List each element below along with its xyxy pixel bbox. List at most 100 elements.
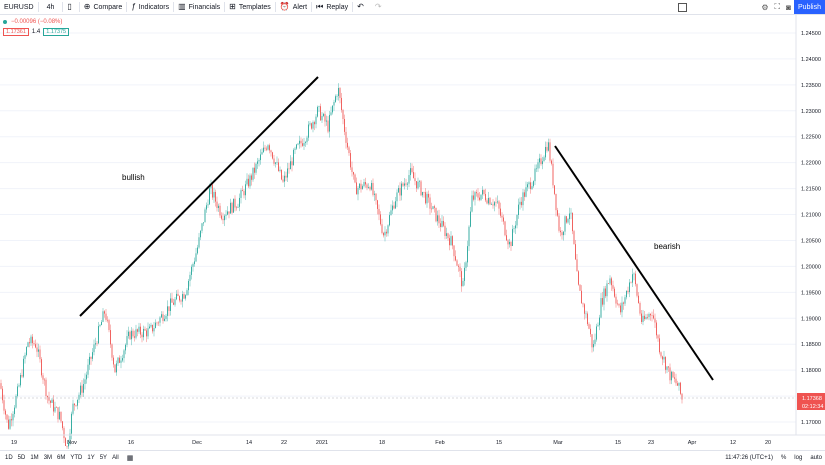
candle-body [51, 399, 53, 403]
candle-body [380, 214, 381, 225]
bullish-trendline[interactable] [79, 76, 319, 317]
candle-body [17, 386, 18, 396]
calendar-icon[interactable]: ▦ [126, 455, 134, 462]
auto-toggle[interactable]: auto [810, 455, 822, 461]
publish-button[interactable]: Publish [794, 0, 825, 14]
candle-body [347, 142, 348, 148]
candle-body [234, 198, 236, 208]
candle-body [621, 302, 623, 313]
candle-body [480, 194, 482, 200]
fullscreen-icon[interactable] [678, 3, 687, 12]
range-3m[interactable]: 3M [43, 455, 53, 461]
candle-body [116, 363, 117, 373]
candle-body [569, 213, 570, 220]
candle-body [23, 358, 24, 377]
candle-body [312, 122, 314, 129]
candle-body [578, 271, 579, 285]
interval-button[interactable]: 4h [39, 0, 63, 14]
candle-body [497, 201, 498, 203]
candle-body [510, 241, 512, 247]
financials-button[interactable]: ▥ Financials [174, 0, 224, 14]
candle-body [42, 375, 44, 380]
candle-body [681, 393, 683, 400]
percent-toggle[interactable]: % [780, 455, 787, 461]
candle-body [296, 144, 297, 149]
candle-body [620, 305, 621, 313]
candle-body [138, 326, 140, 332]
candle-body [48, 397, 50, 401]
range-6m[interactable]: 6M [57, 455, 66, 461]
candle-body [35, 344, 36, 348]
bearish-trendline[interactable] [554, 145, 714, 381]
price-tick-label: 1.22500 [801, 135, 821, 141]
candle-body [402, 183, 404, 186]
clock-timezone[interactable]: 11:47:26 (UTC+1) [725, 455, 773, 461]
candle-body [623, 302, 624, 304]
range-5d[interactable]: 5D [17, 455, 26, 461]
time-axis[interactable]: 19 Nov 16 Dec 14 22 2021 18 Feb 15 Mar 15 23 Apr 12 20 [11, 440, 771, 446]
replay-button[interactable]: ⏮ Replay [312, 0, 352, 14]
range-1m[interactable]: 1M [30, 455, 39, 461]
candle-body [95, 343, 96, 345]
symbol-search[interactable]: EURUSD [0, 0, 38, 14]
candle-body [269, 145, 270, 151]
candle-body [503, 217, 504, 222]
candle-body [189, 274, 191, 281]
chart-style-button[interactable]: ▯ [63, 0, 78, 14]
price-axis[interactable]: 1.24500 1.24000 1.23500 1.23000 1.22500 1.220… [801, 31, 821, 426]
candle-body [524, 192, 525, 197]
alert-button[interactable]: ⏰ Alert [276, 0, 311, 14]
redo-button[interactable]: ↷ [371, 0, 389, 14]
candle-body [119, 357, 120, 363]
candle-body [305, 142, 306, 144]
candle-body [453, 245, 455, 257]
candle-body [602, 298, 603, 305]
candle-body [323, 113, 324, 116]
candle-body [591, 334, 593, 348]
candle-body [540, 158, 542, 165]
candle-body [267, 145, 269, 150]
candle-body [555, 193, 557, 211]
candle-body [509, 241, 510, 245]
candle-body [419, 181, 420, 182]
candle-body [548, 142, 549, 151]
range-all[interactable]: All [112, 455, 119, 461]
candle-body [309, 123, 311, 125]
range-5y[interactable]: 5Y [99, 455, 108, 461]
candle-body [579, 284, 581, 291]
candle-body [401, 183, 402, 196]
sell-price[interactable]: 1.17361 [3, 28, 29, 36]
candle-body [642, 315, 644, 322]
templates-button[interactable]: ⊞ Templates [225, 0, 275, 14]
compare-button[interactable]: ⊕ Compare [80, 0, 127, 14]
price-chart[interactable]: bullish bearish 1.245001.240001.235001.2… [0, 15, 825, 450]
candle-body [395, 201, 396, 209]
last-price-badge [797, 393, 825, 410]
range-1y[interactable]: 1Y [87, 455, 95, 461]
candle-body [137, 329, 138, 332]
candle-body [552, 163, 554, 186]
candle-body [33, 343, 35, 345]
candle-body [74, 403, 75, 406]
camera-icon[interactable]: ◙ [786, 2, 791, 12]
buy-price[interactable]: 1.17375 [43, 28, 70, 36]
candle-body [63, 428, 65, 439]
indicators-label: Indicators [138, 3, 170, 11]
candle-body [122, 358, 123, 361]
undo-button[interactable]: ↶ [353, 0, 371, 14]
candle-body [287, 168, 288, 178]
candle-body [5, 410, 6, 415]
log-toggle[interactable]: log [794, 455, 803, 461]
candle-body [374, 193, 375, 195]
range-1d[interactable]: 1D [5, 455, 13, 461]
range-ytd[interactable]: YTD [70, 455, 83, 461]
candle-body [273, 158, 275, 164]
candle-body [372, 182, 374, 195]
time-tick-label: 23 [648, 440, 654, 446]
candle-body [200, 230, 201, 238]
fullscreen-toggle-icon[interactable]: ⛶ [774, 2, 781, 11]
candle-body [252, 167, 254, 180]
indicators-button[interactable]: ƒ Indicators [127, 0, 173, 14]
settings-icon[interactable]: ⚙ [761, 2, 769, 12]
candle-body [29, 342, 30, 344]
